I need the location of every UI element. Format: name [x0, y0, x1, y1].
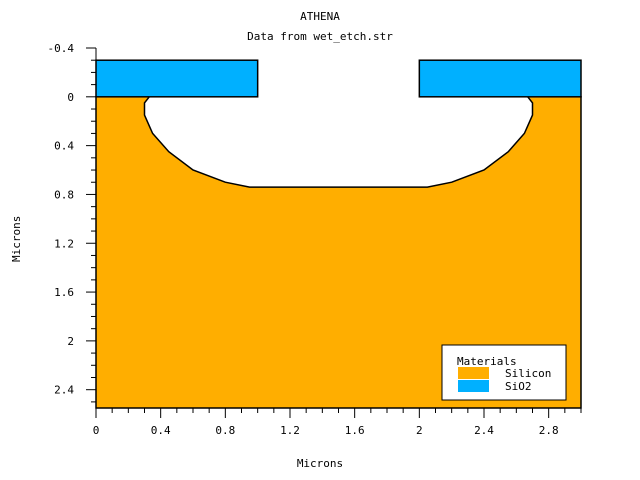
y-tick-label: 2	[67, 335, 74, 348]
y-tick-label: 0	[67, 91, 74, 104]
chart-title: ATHENA	[300, 10, 340, 23]
y-tick-label: 1.6	[54, 286, 74, 299]
x-tick-label: 1.2	[280, 424, 300, 437]
axes: -0.4 0 0.4 0.8 1.2 1.6 2 2.4 0 0.4 0.8 1.2 1.6 2 2.4 2.…	[48, 42, 582, 437]
x-tick-label: 0.8	[215, 424, 235, 437]
x-tick-label: 1.6	[345, 424, 365, 437]
sio2-mask-right	[418, 59, 582, 98]
sio2-mask-left	[95, 59, 259, 98]
legend-label-silicon: Silicon	[505, 367, 551, 380]
y-tick-label: 2.4	[54, 384, 74, 397]
y-tick-label: -0.4	[48, 42, 75, 55]
y-tick-label: 0.8	[54, 188, 74, 201]
plot-area	[95, 59, 582, 409]
legend-label-sio2: SiO2	[505, 380, 532, 393]
x-tick-label: 2.8	[539, 424, 559, 437]
legend-swatch-sio2	[458, 380, 489, 392]
legend-swatch-silicon	[458, 367, 489, 379]
x-tick-label: 2	[416, 424, 423, 437]
x-tick-label: 2.4	[474, 424, 494, 437]
x-axis-label: Microns	[296, 457, 344, 470]
chart-subtitle: Data from wet_etch.str	[247, 30, 393, 43]
y-tick-label: 1.2	[54, 237, 74, 250]
x-tick-label: 0.4	[151, 424, 171, 437]
legend-title: Materials	[457, 355, 517, 368]
x-tick-label: 0	[93, 424, 100, 437]
y-tick-label: 0.4	[54, 140, 74, 153]
